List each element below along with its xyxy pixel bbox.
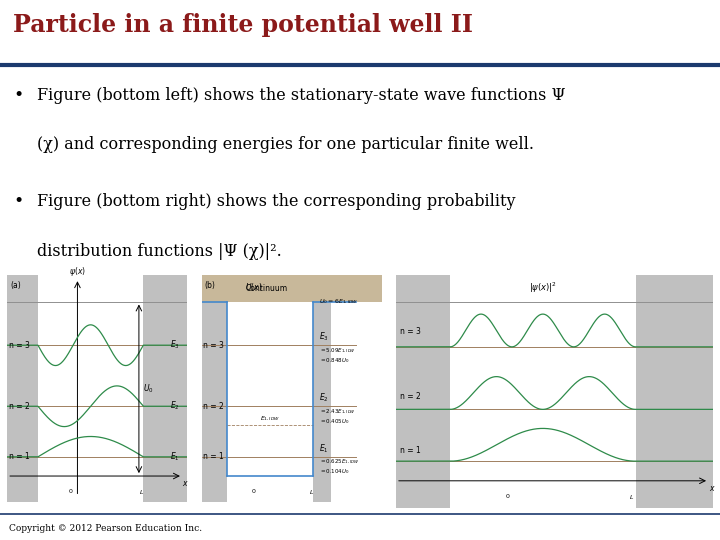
- Text: n = 3: n = 3: [204, 341, 224, 350]
- Text: Figure (bottom right) shows the corresponding probability: Figure (bottom right) shows the correspo…: [37, 193, 516, 210]
- Text: (b): (b): [204, 281, 215, 290]
- Text: n = 1: n = 1: [9, 453, 30, 461]
- Text: n = 2: n = 2: [400, 392, 420, 401]
- Text: n = 3: n = 3: [9, 341, 30, 350]
- Text: $E_1$: $E_1$: [319, 442, 328, 455]
- Text: $E_2$: $E_2$: [170, 400, 179, 413]
- Text: 0: 0: [252, 489, 256, 494]
- Text: Figure (bottom left) shows the stationary-state wave functions Ψ: Figure (bottom left) shows the stationar…: [37, 86, 566, 104]
- Bar: [143, 275, 187, 502]
- Text: $U_0$: $U_0$: [143, 382, 154, 395]
- Text: (a): (a): [11, 281, 22, 290]
- Text: $x$: $x$: [709, 484, 716, 493]
- Text: n = 3: n = 3: [400, 327, 420, 336]
- Text: Continuum: Continuum: [246, 284, 287, 293]
- Text: $= 0.405U_0$: $= 0.405U_0$: [319, 417, 349, 426]
- Text: n = 1: n = 1: [204, 453, 224, 461]
- Text: (χ) and corresponding energies for one particular finite well.: (χ) and corresponding energies for one p…: [37, 136, 534, 153]
- Text: 0: 0: [506, 495, 510, 500]
- Text: $\psi(x)$: $\psi(x)$: [69, 265, 86, 278]
- Text: $= 5.09E_{1,IDW}$: $= 5.09E_{1,IDW}$: [319, 346, 356, 355]
- Text: $= 2.43E_{1,IDW}$: $= 2.43E_{1,IDW}$: [319, 407, 356, 416]
- Text: n = 2: n = 2: [204, 402, 224, 411]
- Bar: [396, 275, 450, 508]
- Text: $L$: $L$: [309, 488, 314, 496]
- Text: 0: 0: [69, 489, 73, 494]
- Text: $L$: $L$: [629, 493, 634, 501]
- Text: $E_3$: $E_3$: [170, 339, 179, 352]
- Text: $|\psi(x)|^2$: $|\psi(x)|^2$: [529, 280, 557, 294]
- Bar: [636, 275, 713, 508]
- Text: $E_1$: $E_1$: [170, 450, 179, 463]
- Bar: [202, 301, 227, 502]
- Text: •: •: [13, 193, 23, 210]
- Bar: [313, 301, 331, 502]
- Text: $E_2$: $E_2$: [319, 392, 328, 404]
- Bar: [7, 275, 38, 502]
- Text: Copyright © 2012 Pearson Education Inc.: Copyright © 2012 Pearson Education Inc.: [9, 524, 202, 533]
- Text: $U(x)$: $U(x)$: [245, 281, 262, 293]
- Text: $= 0.625E_{1,IDW}$: $= 0.625E_{1,IDW}$: [319, 458, 359, 466]
- Bar: [202, 275, 382, 301]
- Text: Particle in a finite potential well II: Particle in a finite potential well II: [13, 12, 473, 37]
- Text: $= 0.848U_0$: $= 0.848U_0$: [319, 356, 349, 364]
- Text: $x$: $x$: [181, 479, 189, 488]
- Text: distribution functions |Ψ (χ)|².: distribution functions |Ψ (χ)|².: [37, 242, 282, 260]
- Text: n = 2: n = 2: [9, 402, 30, 411]
- Text: •: •: [13, 86, 23, 104]
- Text: $U_0 = 6E_{1,IDW}$: $U_0 = 6E_{1,IDW}$: [319, 298, 358, 306]
- Text: n = 1: n = 1: [400, 446, 420, 455]
- Text: $= 0.104U_0$: $= 0.104U_0$: [319, 467, 349, 476]
- Text: $E_3$: $E_3$: [319, 330, 328, 343]
- Text: $L$: $L$: [138, 488, 144, 496]
- Text: $E_{1,IDW}$: $E_{1,IDW}$: [260, 415, 280, 423]
